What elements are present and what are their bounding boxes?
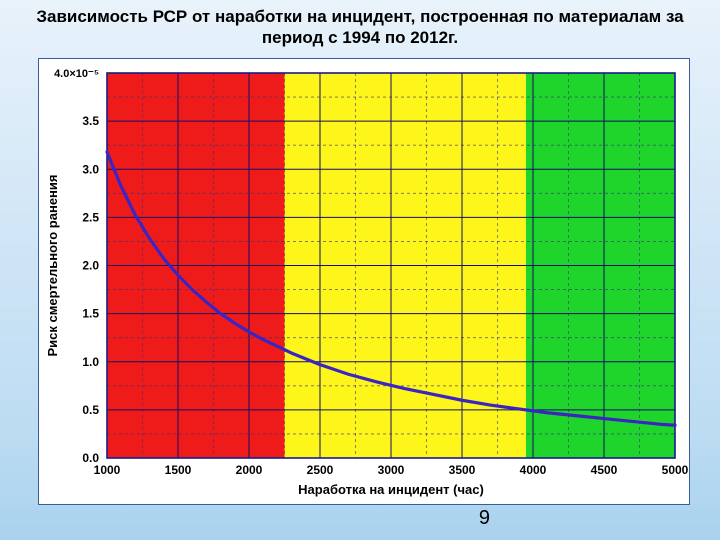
page-number: 9 — [479, 507, 490, 530]
svg-text:2.0: 2.0 — [82, 259, 99, 273]
slide: Зависимость РСР от наработки на инцидент… — [0, 0, 720, 540]
svg-text:1.5: 1.5 — [82, 307, 99, 321]
svg-text:2500: 2500 — [307, 463, 334, 477]
svg-text:0.5: 0.5 — [82, 403, 99, 417]
svg-text:Наработка на инцидент (час): Наработка на инцидент (час) — [298, 482, 484, 497]
svg-text:4000: 4000 — [520, 463, 547, 477]
svg-text:1.0: 1.0 — [82, 355, 99, 369]
chart-svg: 1000 1500 2000 2500 3000 3500 4000 4500 5000 0.0 0… — [39, 59, 689, 504]
svg-text:1000: 1000 — [94, 463, 121, 477]
svg-text:3.0: 3.0 — [82, 162, 99, 176]
svg-text:Риск смертельного ранения: Риск смертельного ранения — [45, 175, 60, 357]
svg-text:3000: 3000 — [378, 463, 405, 477]
slide-title: Зависимость РСР от наработки на инцидент… — [0, 6, 720, 49]
svg-text:5000: 5000 — [662, 463, 689, 477]
svg-text:2.5: 2.5 — [82, 210, 99, 224]
svg-text:3500: 3500 — [449, 463, 476, 477]
svg-text:2000: 2000 — [236, 463, 263, 477]
svg-text:1500: 1500 — [165, 463, 192, 477]
chart-panel: 1000 1500 2000 2500 3000 3500 4000 4500 5000 0.0 0… — [38, 58, 690, 505]
svg-text:4500: 4500 — [591, 463, 618, 477]
svg-text:4.0×10⁻⁵: 4.0×10⁻⁵ — [54, 68, 99, 80]
svg-text:3.5: 3.5 — [82, 114, 99, 128]
svg-text:0.0: 0.0 — [82, 451, 99, 465]
